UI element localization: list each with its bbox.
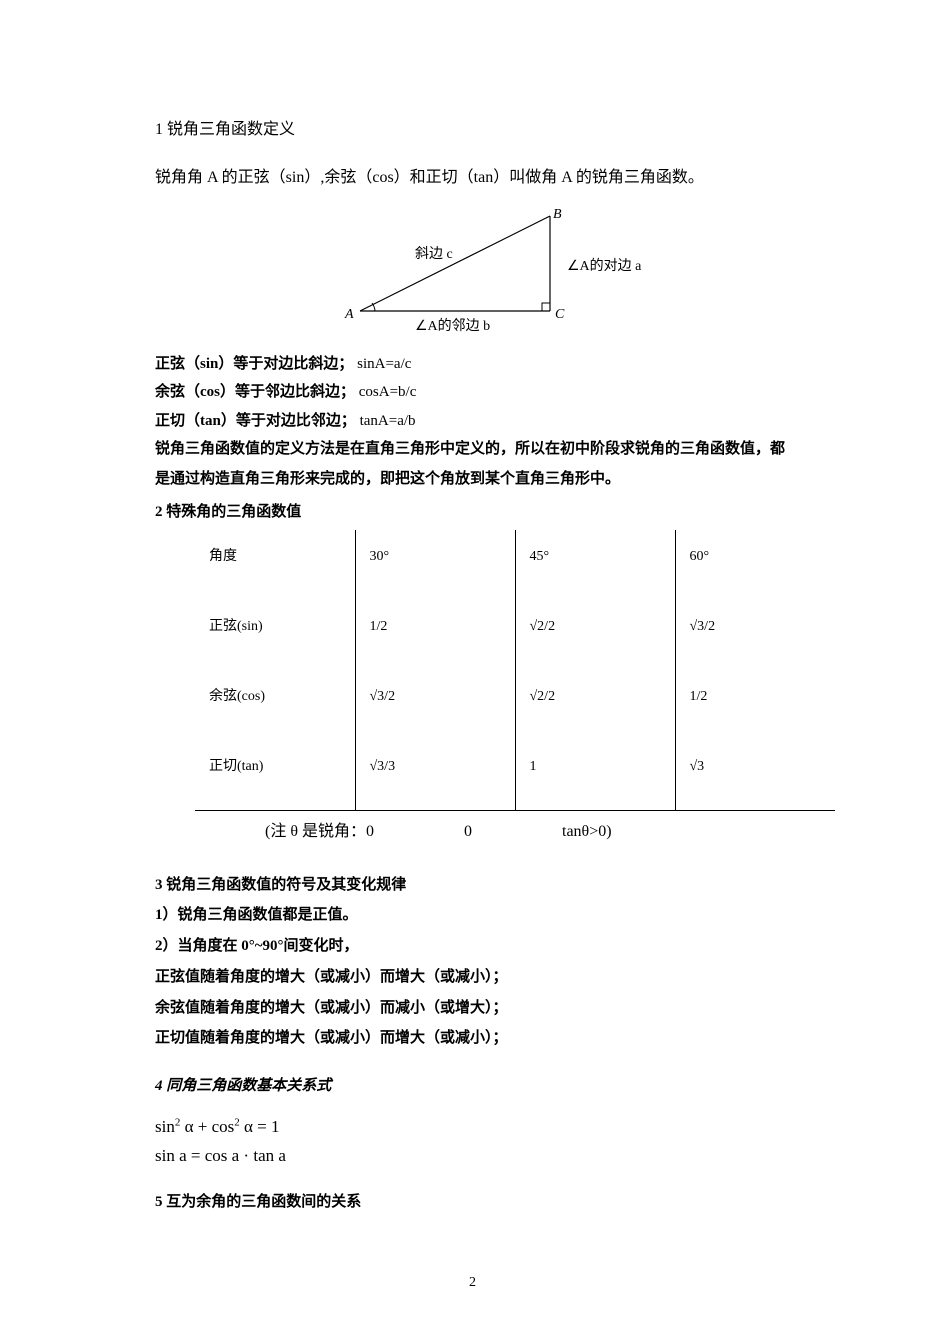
def-tan-line: 正切（tan）等于对边比邻边； tanA=a/b (155, 407, 795, 436)
table-note: (注 θ 是锐角：0 0 tanθ>0) (265, 817, 795, 847)
table-row: 正弦(sin) 1/2 √2/2 √3/2 (195, 600, 835, 670)
def-sin-line: 正弦（sin）等于对边比斜边； sinA=a/c (155, 350, 795, 379)
special-angle-table: 角度 30° 45° 60° 正弦(sin) 1/2 √2/2 √3/2 余弦(… (195, 530, 835, 811)
table-cell: √3/3 (355, 740, 515, 811)
table-cell: √2/2 (515, 670, 675, 740)
def-tan-eq: tanA=a/b (360, 413, 416, 429)
def-tan-pre: 正切（tan）等于对边比邻边； (155, 413, 356, 429)
formula1-sin: sin (155, 1117, 175, 1136)
section3-line4: 余弦值随着角度的增大（或减小）而减小（或增大）； (155, 993, 795, 1024)
table-cell: 1/2 (355, 600, 515, 670)
def-cos-line: 余弦（cos）等于邻边比斜边； cosA=b/c (155, 378, 795, 407)
section3-title: 3 锐角三角函数值的符号及其变化规律 (155, 870, 795, 901)
table-header-cell: 30° (355, 530, 515, 600)
formula-2: sin a = cos a · tan a (155, 1142, 795, 1171)
section5-title: 5 互为余角的三角函数间的关系 (155, 1188, 795, 1217)
formula1-rhs: α = 1 (240, 1117, 280, 1136)
table-cell: 1 (515, 740, 675, 811)
table-cell: √3/2 (675, 600, 835, 670)
opposite-label: ∠A的对边 a (567, 254, 641, 281)
table-row: 正切(tan) √3/3 1 √3 (195, 740, 835, 811)
table-cell: 余弦(cos) (195, 670, 355, 740)
vertex-b-label: B (553, 202, 562, 229)
note-end: tanθ>0) (562, 823, 612, 840)
triangle-diagram-wrap: A B C 斜边 c ∠A的对边 a ∠A的邻边 b (155, 206, 795, 336)
section3-line5: 正切值随着角度的增大（或减小）而增大（或减小）； (155, 1023, 795, 1054)
table-cell: √3/2 (355, 670, 515, 740)
section1-intro: 锐角角 A 的正弦（sin）,余弦（cos）和正切（tan）叫做角 A 的锐角三… (155, 163, 795, 193)
section1-title: 1 锐角三角函数定义 (155, 115, 795, 145)
hypotenuse-label: 斜边 c (415, 242, 453, 269)
table-row: 余弦(cos) √3/2 √2/2 1/2 (195, 670, 835, 740)
note-mid: 0 (464, 823, 472, 840)
def-paragraph: 锐角三角函数值的定义方法是在直角三角形中定义的，所以在初中阶段求锐角的三角函数值… (155, 435, 795, 494)
section3-line3: 正弦值随着角度的增大（或减小）而增大（或减小）； (155, 962, 795, 993)
table-cell: 1/2 (675, 670, 835, 740)
section3-line2: 2）当角度在 0°~90°间变化时， (155, 931, 795, 962)
table-header-cell: 45° (515, 530, 675, 600)
section4-title: 4 同角三角函数基本关系式 (155, 1072, 795, 1101)
table-cell: 正切(tan) (195, 740, 355, 811)
formula-block: sin2 α + cos2 α = 1 sin a = cos a · tan … (155, 1113, 795, 1171)
section3-line1: 1）锐角三角函数值都是正值。 (155, 900, 795, 931)
def-sin-eq: sinA=a/c (357, 356, 411, 372)
table-row: 角度 30° 45° 60° (195, 530, 835, 600)
vertex-a-label: A (345, 302, 354, 329)
formula-1: sin2 α + cos2 α = 1 (155, 1113, 795, 1142)
page: 1 锐角三角函数定义 锐角角 A 的正弦（sin）,余弦（cos）和正切（tan… (0, 0, 945, 1337)
def-cos-pre: 余弦（cos）等于邻边比斜边； (155, 384, 355, 400)
table-header-cell: 60° (675, 530, 835, 600)
note-prefix: (注 θ 是锐角：0 (265, 823, 374, 840)
table-header-cell: 角度 (195, 530, 355, 600)
section2-title: 2 特殊角的三角函数值 (155, 498, 795, 527)
def-sin-pre: 正弦（sin）等于对边比斜边； (155, 356, 353, 372)
vertex-c-label: C (555, 302, 564, 329)
section3-block: 3 锐角三角函数值的符号及其变化规律 1）锐角三角函数值都是正值。 2）当角度在… (155, 870, 795, 1055)
page-number: 2 (0, 1270, 945, 1297)
triangle-diagram: A B C 斜边 c ∠A的对边 a ∠A的邻边 b (295, 206, 655, 336)
adjacent-label: ∠A的邻边 b (415, 314, 490, 341)
table-cell: √2/2 (515, 600, 675, 670)
table-cell: √3 (675, 740, 835, 811)
table-cell: 正弦(sin) (195, 600, 355, 670)
def-cos-eq: cosA=b/c (359, 384, 417, 400)
formula1-mid: α + cos (180, 1117, 234, 1136)
